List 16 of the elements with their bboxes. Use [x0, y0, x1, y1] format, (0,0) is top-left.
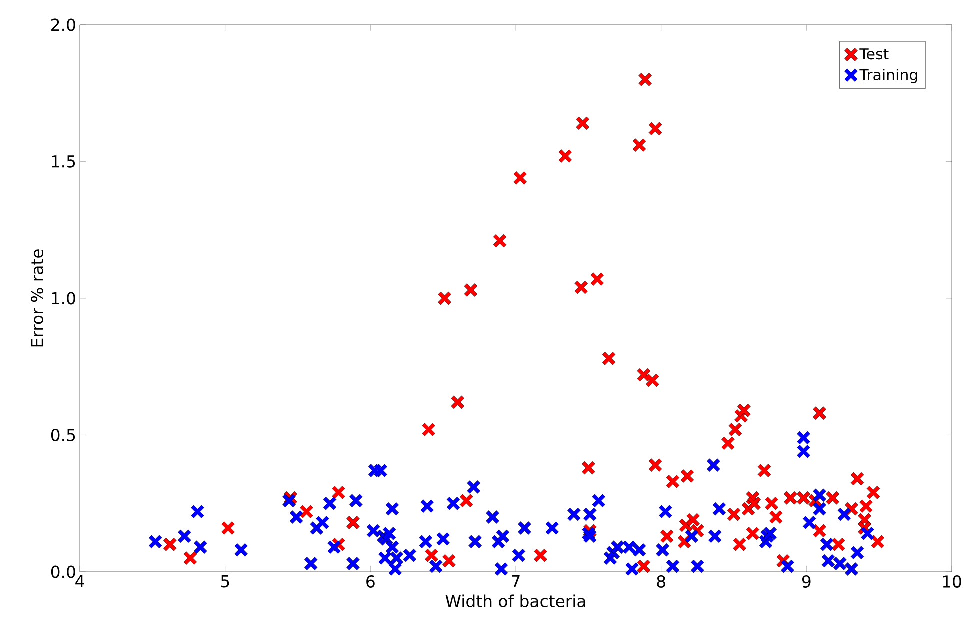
legend-label: Training — [860, 68, 918, 84]
x-tick-label: 9 — [802, 576, 811, 588]
y-tick-label: 0.5 — [51, 429, 76, 442]
x-tick-label: 5 — [221, 576, 230, 588]
y-tick-label: 2.0 — [52, 18, 76, 32]
x-tick-label: 6 — [366, 576, 375, 588]
y-tick-label: 0.0 — [51, 566, 76, 578]
x-tick-label: 8 — [657, 576, 666, 588]
y-tick-label: 1.5 — [52, 156, 76, 168]
y-tick-label: 1.0 — [52, 292, 76, 305]
x-tick-label: 7 — [512, 576, 520, 588]
legend-label: Test — [860, 48, 889, 60]
x-tick-label: 10 — [943, 576, 962, 588]
y-axis-title: Error % rate — [31, 250, 44, 347]
x-tick-label: 4 — [76, 576, 84, 588]
x-axis-title: Width of bacteria — [446, 594, 586, 608]
